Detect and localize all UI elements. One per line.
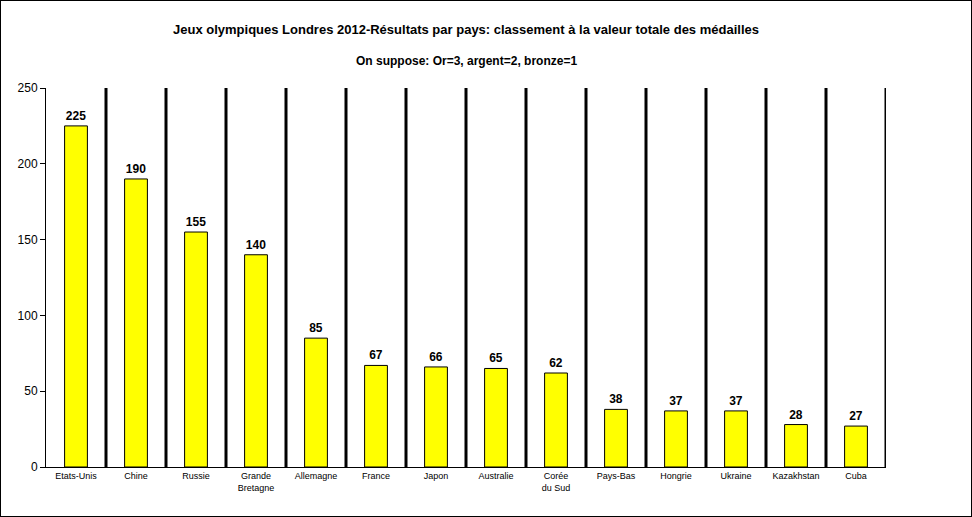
svg-text:Japon: Japon <box>424 471 449 481</box>
svg-text:62: 62 <box>549 356 563 370</box>
svg-text:85: 85 <box>309 321 323 335</box>
svg-text:66: 66 <box>429 350 443 364</box>
svg-text:155: 155 <box>186 215 206 229</box>
svg-text:Jeux olympiques Londres 2012-R: Jeux olympiques Londres 2012-Résultats p… <box>173 22 759 37</box>
svg-text:Hongrie: Hongrie <box>660 471 692 481</box>
svg-text:37: 37 <box>669 394 683 408</box>
svg-text:Chine: Chine <box>124 471 148 481</box>
svg-text:Russie: Russie <box>182 471 210 481</box>
svg-text:Coréedu Sud: Coréedu Sud <box>542 471 571 493</box>
svg-text:50: 50 <box>24 384 38 398</box>
svg-text:Allemagne: Allemagne <box>295 471 338 481</box>
svg-text:Australie: Australie <box>478 471 513 481</box>
svg-text:250: 250 <box>18 81 38 95</box>
svg-text:225: 225 <box>66 109 86 123</box>
svg-text:Ukraine: Ukraine <box>720 471 751 481</box>
svg-text:On suppose: Or=3, argent=2, br: On suppose: Or=3, argent=2, bronze=1 <box>356 54 577 68</box>
svg-text:GrandeBretagne: GrandeBretagne <box>238 471 275 493</box>
svg-text:France: France <box>362 471 390 481</box>
svg-text:Pays-Bas: Pays-Bas <box>597 471 636 481</box>
svg-text:190: 190 <box>126 162 146 176</box>
svg-text:Kazakhstan: Kazakhstan <box>772 471 819 481</box>
svg-text:65: 65 <box>489 351 503 365</box>
svg-text:100: 100 <box>18 309 38 323</box>
svg-text:28: 28 <box>789 408 803 422</box>
svg-text:Cuba: Cuba <box>845 471 867 481</box>
svg-text:27: 27 <box>849 409 863 423</box>
svg-text:37: 37 <box>729 394 743 408</box>
svg-text:150: 150 <box>18 233 38 247</box>
svg-text:67: 67 <box>369 348 383 362</box>
svg-text:Etats-Unis: Etats-Unis <box>55 471 97 481</box>
svg-text:38: 38 <box>609 392 623 406</box>
svg-text:140: 140 <box>246 238 266 252</box>
svg-text:200: 200 <box>18 157 38 171</box>
svg-text:0: 0 <box>31 460 38 474</box>
